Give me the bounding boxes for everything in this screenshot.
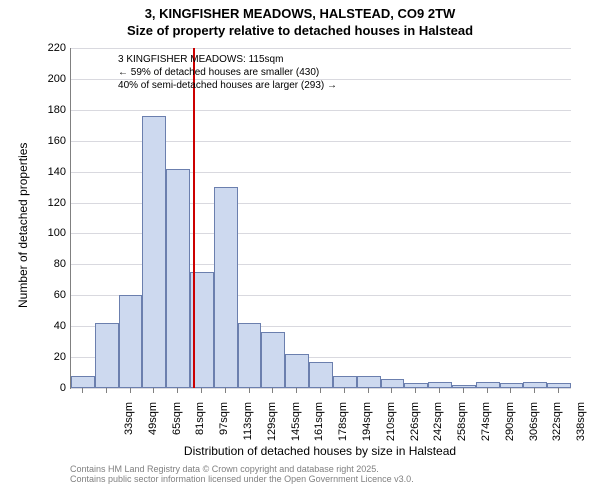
gridline	[71, 110, 571, 111]
histogram-bar	[71, 376, 95, 388]
marker-annotation: 3 KINGFISHER MEADOWS: 115sqm	[118, 54, 283, 65]
histogram-bar	[357, 376, 381, 388]
y-tick-label: 100	[4, 227, 66, 239]
x-tick-label: 338sqm	[575, 402, 587, 452]
x-axis-label: Distribution of detached houses by size …	[70, 444, 570, 458]
y-tick-label: 120	[4, 197, 66, 209]
marker-annotation: ← 59% of detached houses are smaller (43…	[118, 67, 319, 78]
y-tick-label: 220	[4, 42, 66, 54]
histogram-bar	[95, 323, 119, 388]
histogram-bar	[333, 376, 357, 388]
y-tick-label: 60	[4, 289, 66, 301]
y-tick-label: 160	[4, 135, 66, 147]
y-tick-label: 180	[4, 104, 66, 116]
chart-title-line2: Size of property relative to detached ho…	[0, 23, 600, 38]
chart-footer: Contains HM Land Registry data © Crown c…	[70, 464, 414, 484]
marker-line	[193, 48, 195, 388]
histogram-bar	[285, 354, 309, 388]
y-tick-label: 140	[4, 166, 66, 178]
gridline	[71, 48, 571, 49]
histogram-bar	[214, 187, 238, 388]
histogram-bar	[119, 295, 143, 388]
chart-container: { "titles": { "line1": "3, KINGFISHER ME…	[0, 0, 600, 500]
y-tick-label: 40	[4, 320, 66, 332]
histogram-bar	[142, 116, 166, 388]
y-tick-label: 20	[4, 351, 66, 363]
histogram-bar	[309, 362, 333, 388]
plot-area: 3 KINGFISHER MEADOWS: 115sqm ← 59% of det…	[70, 48, 571, 389]
y-tick-label: 200	[4, 73, 66, 85]
marker-annotation: 40% of semi-detached houses are larger (…	[118, 80, 337, 91]
histogram-bar	[238, 323, 262, 388]
y-axis: 020406080100120140160180200220	[0, 48, 70, 388]
y-tick-label: 80	[4, 258, 66, 270]
y-axis-label: Number of detached properties	[16, 143, 30, 308]
y-tick-label: 0	[4, 382, 66, 394]
histogram-bar	[261, 332, 285, 388]
histogram-bar	[166, 169, 190, 388]
chart-title-line1: 3, KINGFISHER MEADOWS, HALSTEAD, CO9 2TW	[0, 6, 600, 21]
histogram-bar	[381, 379, 405, 388]
x-axis: 33sqm49sqm65sqm81sqm97sqm113sqm129sqm145…	[70, 388, 570, 448]
